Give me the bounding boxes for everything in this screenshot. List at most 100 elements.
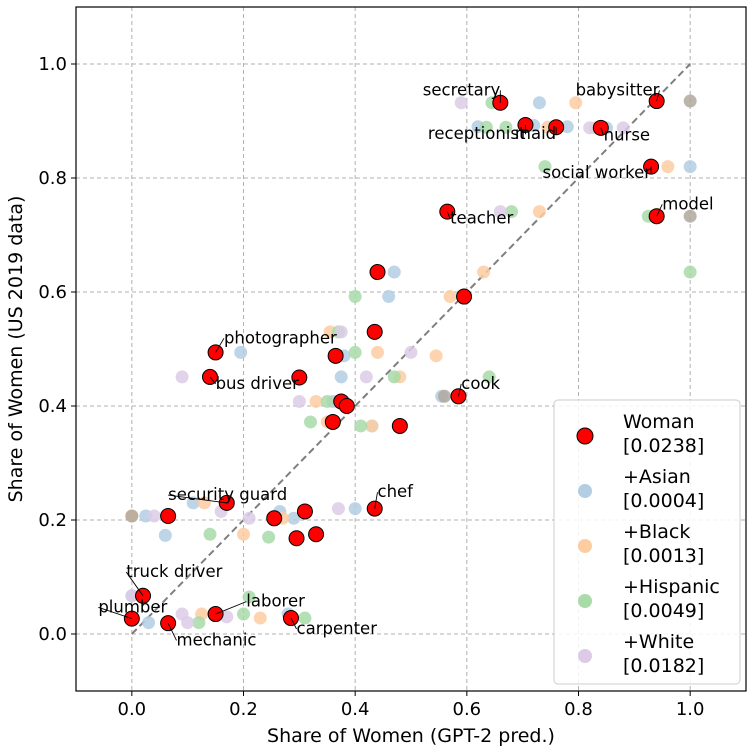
series-point <box>158 528 172 542</box>
legend-coef: [0.0004] <box>623 490 704 512</box>
legend-marker <box>578 539 592 553</box>
series-point <box>242 511 256 525</box>
series-point <box>181 616 195 630</box>
series-point <box>309 394 323 408</box>
series-point <box>237 527 250 541</box>
series-point <box>661 160 675 174</box>
woman-point <box>308 526 325 543</box>
annotation-label: carpenter <box>297 619 378 638</box>
series-point <box>382 290 396 304</box>
annotation-label: teacher <box>450 209 513 228</box>
legend-label: +Asian <box>623 466 691 488</box>
annotation-label: maid <box>515 124 556 143</box>
series-point <box>147 509 161 523</box>
annotation-label: secretary <box>423 80 501 99</box>
series-point <box>125 509 139 523</box>
annotation-arrow <box>209 376 216 385</box>
series-point <box>292 394 306 408</box>
woman-point <box>291 369 308 386</box>
annotation-label: social worker <box>543 163 652 182</box>
series-point <box>438 389 451 403</box>
series-point <box>532 205 546 219</box>
annotation-label: photographer <box>224 328 337 347</box>
series-point <box>560 120 574 134</box>
series-point <box>683 209 697 223</box>
series-point <box>616 121 630 135</box>
legend-marker <box>578 649 592 663</box>
annotation-label: cook <box>461 374 500 393</box>
series-point <box>192 616 206 630</box>
series-point <box>242 590 256 604</box>
y-tick-label: 1.0 <box>38 54 67 75</box>
annotation-arrow <box>600 127 605 136</box>
series-point <box>482 370 496 384</box>
series-point <box>371 345 384 359</box>
legend-label: +Hispanic <box>623 576 720 598</box>
series-point <box>583 121 597 135</box>
series-point <box>404 345 418 359</box>
series-point <box>348 345 362 359</box>
series-point <box>203 527 217 541</box>
series-point <box>479 120 493 134</box>
series-point <box>499 120 513 134</box>
series-point <box>477 265 491 279</box>
series-point <box>334 370 348 384</box>
series-point <box>142 616 156 630</box>
series-point <box>304 415 317 429</box>
series-point <box>532 96 546 110</box>
woman-point <box>288 530 305 547</box>
x-tick-label: 0.0 <box>118 699 147 720</box>
series-point <box>253 611 267 625</box>
x-tick-label: 1.0 <box>676 699 705 720</box>
series-point <box>331 502 345 516</box>
legend-coef: [0.0013] <box>623 545 704 567</box>
series-point <box>348 502 362 516</box>
legend-label: +White <box>623 631 694 653</box>
woman-point <box>366 323 383 340</box>
series-point <box>359 370 373 384</box>
woman-point <box>160 508 177 525</box>
annotation-arrow <box>446 211 451 219</box>
series-point <box>234 345 248 359</box>
annotation-label: bus driver <box>216 374 300 393</box>
x-tick-label: 0.6 <box>453 699 482 720</box>
series-point <box>320 394 334 408</box>
y-axis-title: Share of Women (US 2019 data) <box>5 196 27 503</box>
series-point <box>683 94 697 108</box>
series-point <box>348 290 362 304</box>
series-point <box>505 205 518 219</box>
plot-frame <box>75 6 747 692</box>
series-point <box>175 370 189 384</box>
annotation-label: mechanic <box>177 630 257 649</box>
woman-point <box>266 510 283 527</box>
legend-label: +Black <box>623 521 690 543</box>
series-point <box>387 265 401 279</box>
woman-point <box>456 288 473 305</box>
series-point <box>237 607 250 621</box>
annotation-label: chef <box>378 482 415 501</box>
annotation-label: laborer <box>246 592 305 611</box>
annotation-arrow <box>98 606 132 620</box>
annotation-arrow <box>125 571 144 597</box>
legend-box <box>553 399 741 685</box>
annotation-arrow <box>656 90 660 102</box>
woman-point <box>324 413 341 430</box>
legend-marker <box>578 484 592 498</box>
woman-point <box>338 398 355 414</box>
series-point <box>262 530 276 544</box>
legend: Woman[0.0238] +Asian[0.0004] +Black[0.0013… <box>553 399 741 685</box>
annotation-arrow <box>290 617 297 630</box>
series-point <box>387 370 401 384</box>
x-tick-label: 0.4 <box>341 699 370 720</box>
woman-point <box>296 503 313 520</box>
x-tick-label: 0.8 <box>564 699 593 720</box>
annotation-arrow <box>656 204 663 217</box>
annotation-label: model <box>662 194 713 213</box>
series-point <box>443 290 457 304</box>
series-point <box>493 205 507 219</box>
series-point <box>334 325 348 339</box>
legend-coef: [0.0049] <box>623 600 704 622</box>
annotation-label: nurse <box>604 125 650 144</box>
annotation-label: truck driver <box>126 562 222 581</box>
